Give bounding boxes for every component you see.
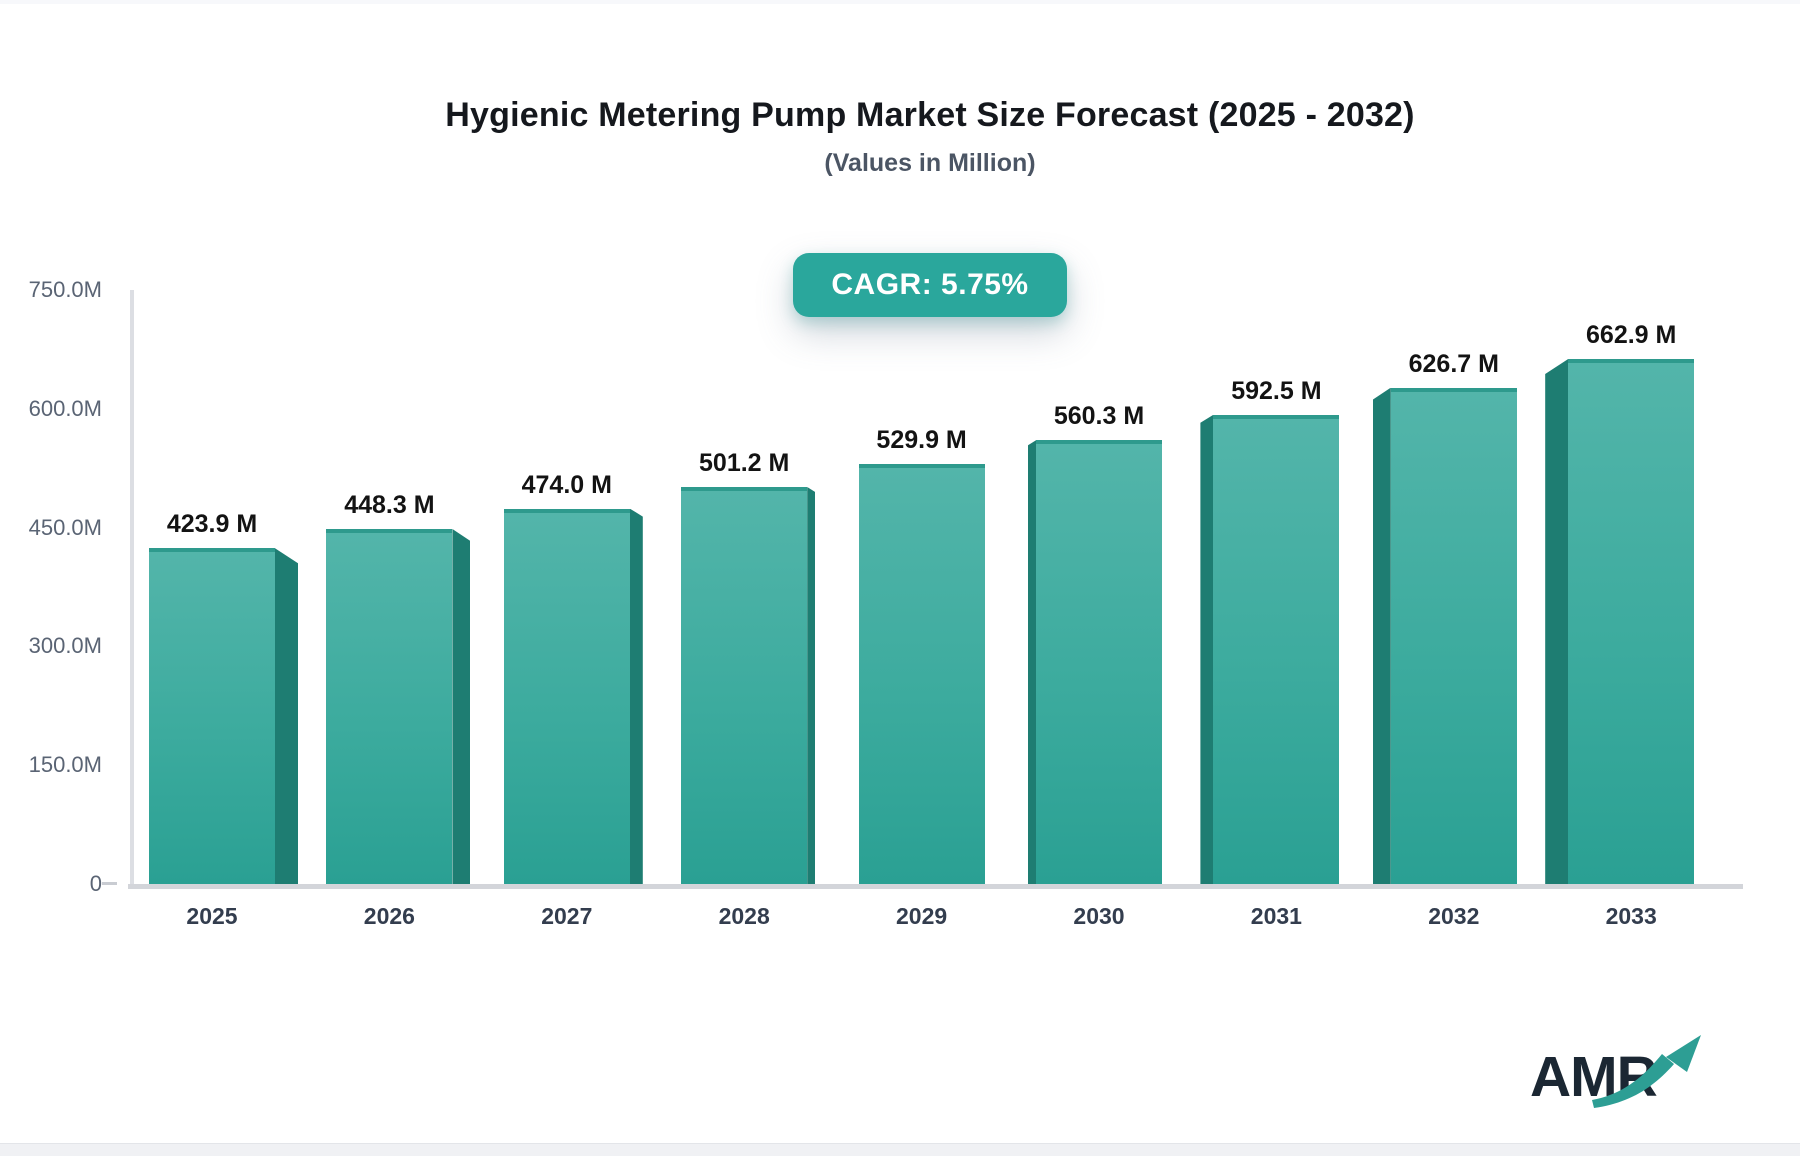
bar-value-label: 592.5 M	[1231, 376, 1322, 405]
bar-front-face	[503, 508, 630, 884]
bar-value-label: 448.3 M	[344, 490, 435, 519]
bar-side-face	[1028, 440, 1036, 884]
y-tick-label: 150.0M	[28, 752, 102, 778]
y-tick-label: 0	[89, 871, 102, 896]
bar-front-face	[858, 464, 985, 884]
bar-side-face	[1200, 414, 1214, 884]
x-axis-label: 2027	[541, 903, 593, 929]
bar-side-face	[452, 528, 471, 884]
cagr-badge-wrap: CAGR: 5.75%	[60, 253, 1800, 317]
bar-value-label: 529.9 M	[876, 426, 967, 455]
bar-value-label: 474.0 M	[521, 470, 612, 499]
bar-value-label: 560.3 M	[1053, 402, 1145, 431]
x-axis-label: 2032	[1428, 903, 1480, 929]
x-axis-label: 2028	[718, 903, 770, 929]
y-tick-label: 450.0M	[28, 514, 102, 540]
bar-value-label: 626.7 M	[1408, 349, 1499, 378]
bar-front-face	[149, 548, 275, 884]
y-axis-line	[130, 290, 134, 886]
x-axis-label: 2033	[1605, 903, 1657, 929]
bar-value-label: 662.9 M	[1586, 320, 1677, 349]
x-axis-label: 2029	[896, 903, 948, 929]
bar-front-face	[1036, 440, 1162, 884]
x-axis-label: 2026	[363, 903, 415, 929]
x-axis-baseline	[128, 884, 1743, 889]
bar-front-face	[1568, 358, 1695, 884]
bottom-strip	[0, 1143, 1800, 1156]
y-tick-label: 600.0M	[28, 395, 102, 421]
bar-value-label: 423.9 M	[166, 510, 258, 539]
chart-subtitle: (Values in Million)	[824, 149, 1036, 177]
zero-tick-mark	[102, 882, 117, 885]
bar-front-face	[681, 487, 808, 884]
bar-side-face	[275, 548, 298, 884]
bar-front-face	[1213, 414, 1340, 884]
x-axis-label: 2030	[1073, 903, 1125, 929]
x-axis-label: 2031	[1250, 903, 1302, 929]
logo-arrow-swoosh	[1592, 1054, 1674, 1108]
amr-logo: AMR	[1530, 1035, 1701, 1109]
bar-front-face	[326, 528, 453, 884]
chart-title: Hygienic Metering Pump Market Size Forec…	[445, 96, 1415, 134]
top-strip	[0, 0, 1800, 4]
bar-side-face	[629, 508, 643, 884]
x-axis-label: 2025	[186, 903, 238, 929]
bar-front-face	[1390, 387, 1517, 884]
amr-logo-text: AMR	[1530, 1045, 1657, 1109]
bar-side-face	[1545, 358, 1569, 884]
bar-side-face	[1372, 387, 1391, 884]
y-tick-label: 300.0M	[28, 633, 102, 659]
bar-value-label: 501.2 M	[699, 449, 790, 478]
cagr-badge: CAGR: 5.75%	[793, 253, 1067, 317]
bar-side-face	[807, 487, 816, 884]
y-tick-label: 750.0M	[28, 277, 102, 302]
logo-arrowhead-icon	[1666, 1035, 1701, 1072]
